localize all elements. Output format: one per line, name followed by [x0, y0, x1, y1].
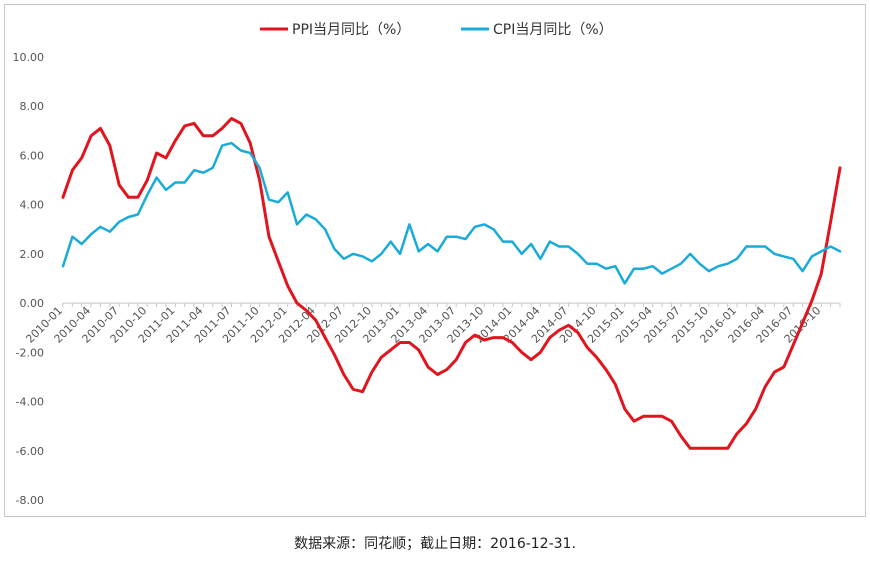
y-tick-label: 6.00 [20, 149, 45, 162]
legend-ppi-label: PPI当月同比（%） [292, 22, 410, 38]
series-layer [61, 117, 842, 450]
source-caption: 数据来源：同花顺；截止日期：2016-12-31. [294, 536, 576, 552]
y-tick-label: -8.00 [16, 494, 44, 507]
legend-cpi-label: CPI当月同比（%） [493, 22, 613, 38]
chart-canvas: 10.00 8.00 6.00 4.00 2.00 0.00 -2.00 -4.00 -6.00… [4, 4, 866, 517]
ppi-series-line [61, 117, 842, 450]
y-tick-label: 2.00 [20, 248, 45, 261]
y-tick-label: 4.00 [20, 199, 45, 212]
y-tick-label: -2.00 [16, 346, 44, 359]
plot-border [4, 4, 866, 517]
cpi-series-line [61, 141, 842, 285]
y-tick-label: 10.00 [13, 51, 45, 64]
y-tick-label: 8.00 [20, 100, 45, 113]
y-tick-label: 0.00 [20, 297, 45, 310]
legend: PPI当月同比（%） CPI当月同比（%） [260, 22, 613, 38]
y-tick-label: -6.00 [16, 445, 44, 458]
y-tick-label: -4.00 [16, 396, 44, 409]
